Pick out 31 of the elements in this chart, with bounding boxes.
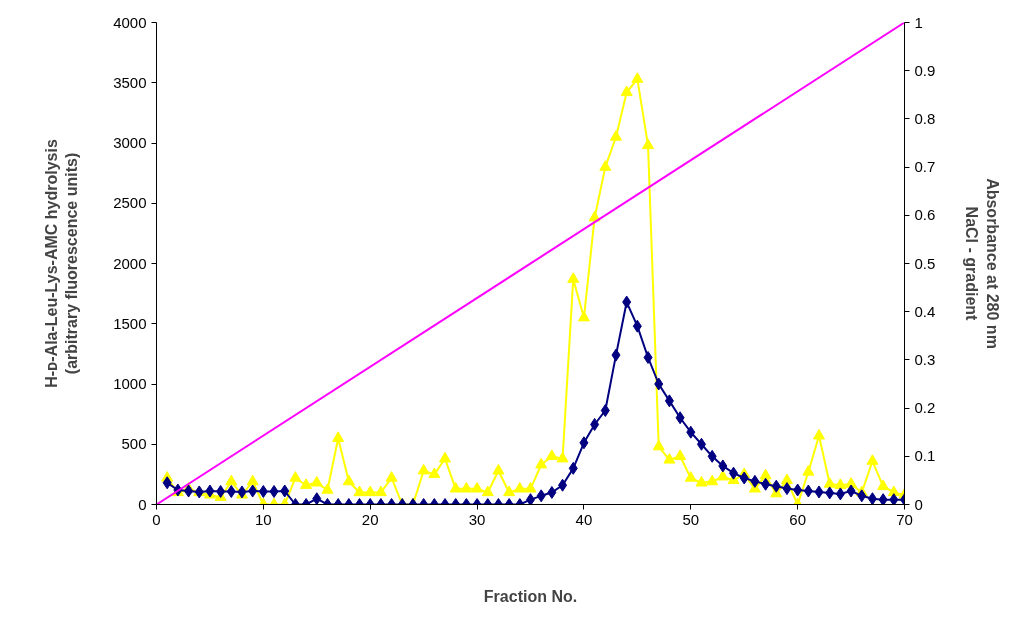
y2-tick-label: 0.1	[914, 447, 936, 465]
y-tick-label: 4000	[113, 13, 147, 31]
y2-tick-label: 0.9	[914, 61, 936, 79]
x-tick-label: 0	[152, 510, 161, 528]
x-tick-label: 40	[575, 510, 593, 528]
y2-tick-label: 0.5	[914, 254, 936, 272]
x-tick-label: 20	[361, 510, 379, 528]
y2-tick-label: 0.6	[914, 206, 936, 224]
y-tick-label: 500	[121, 435, 147, 453]
y2-tick-label: 0	[914, 495, 923, 513]
y2-tick-label: 0.4	[914, 302, 936, 320]
y2-tick-label: 0.2	[914, 399, 936, 417]
x-tick-label: 10	[255, 510, 272, 528]
y-axis-title: H-ᴅ-Ala-Leu-Lys-AMC hydrolysis (arbitrary fluorescence units)	[42, 139, 81, 388]
y2-axis-title: Absorbance at 280 nm NaCl - gradient	[963, 178, 1001, 349]
y-tick-label: 3000	[113, 134, 147, 151]
x-tick-label: 60	[789, 510, 806, 528]
y2-tick-label: 0.8	[914, 109, 936, 127]
y2-tick-label: 0.7	[914, 158, 936, 176]
y-tick-label: 1500	[113, 314, 147, 332]
y-tick-label: 2500	[113, 194, 147, 212]
x-axis-title: Fraction No.	[483, 587, 578, 605]
x-tick-label: 30	[468, 510, 486, 528]
y-tick-label: 2000	[113, 254, 147, 272]
y-tick-label: 1000	[113, 375, 147, 392]
y-tick-label: 3500	[113, 73, 147, 91]
x-tick-label: 50	[682, 510, 700, 528]
y2-tick-label: 0.3	[914, 350, 936, 368]
x-tick-label: 70	[896, 510, 913, 528]
y2-tick-label: 1	[914, 13, 923, 31]
y-tick-label: 0	[138, 495, 147, 513]
